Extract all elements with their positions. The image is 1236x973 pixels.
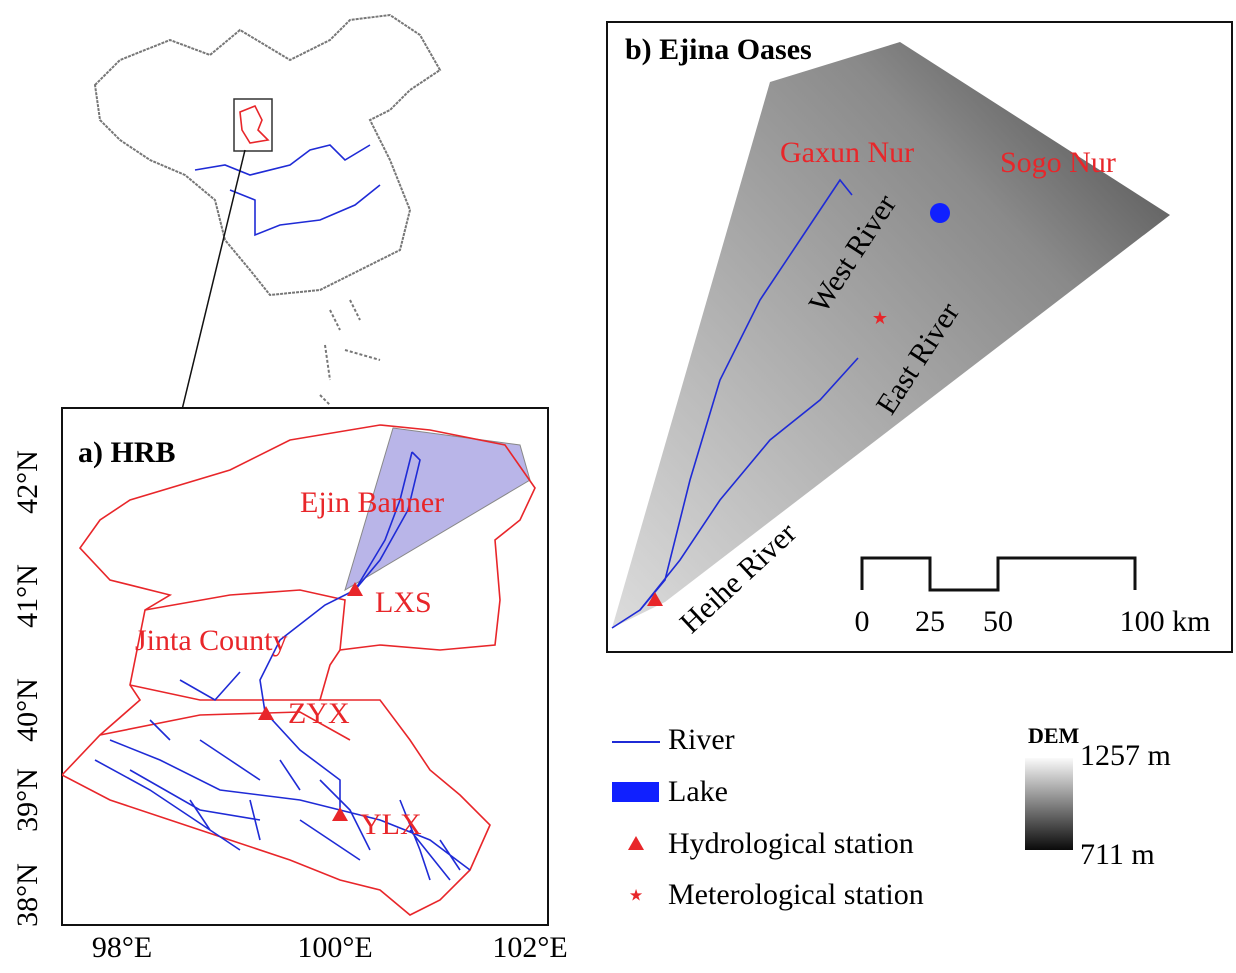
legend-item: Lake — [668, 775, 728, 808]
legend-item: Hydrological station — [668, 827, 914, 860]
station-label: LXS — [375, 586, 432, 619]
x-tick-label: 98°E — [92, 931, 152, 964]
y-tick-label: 38°N — [11, 863, 44, 927]
scale-label: 100 km — [1120, 605, 1211, 638]
legend: ★ River Lake Hydrological station Metero… — [612, 723, 1171, 911]
svg-text:★: ★ — [629, 888, 643, 905]
y-tick-label: 41°N — [11, 564, 44, 628]
dem-title: DEM — [1028, 723, 1080, 748]
panel-title: a) HRB — [78, 436, 176, 469]
lake-label: Sogo Nur — [1000, 146, 1116, 179]
panel-title: b) Ejina Oases — [625, 33, 812, 66]
region-label: Ejin Banner — [300, 486, 444, 519]
legend-item: Meterological station — [668, 878, 924, 911]
y-tick-label: 40°N — [11, 678, 44, 742]
svg-text:★: ★ — [872, 308, 888, 328]
dem-min: 711 m — [1080, 838, 1155, 871]
panel-a: a) HRB Ejin Banner Jinta County LXS ZYX … — [11, 408, 568, 964]
scale-label: 25 — [915, 605, 945, 638]
y-tick-label: 39°N — [11, 768, 44, 832]
figure: a) HRB Ejin Banner Jinta County LXS ZYX … — [0, 0, 1236, 973]
station-label: ZYX — [288, 697, 350, 730]
scale-label: 50 — [983, 605, 1013, 638]
x-tick-label: 102°E — [492, 931, 567, 964]
china-inset — [95, 15, 440, 418]
region-label: Jinta County — [135, 624, 288, 657]
dem-max: 1257 m — [1080, 739, 1171, 772]
legend-item: River — [668, 723, 735, 756]
y-tick-label: 42°N — [11, 450, 44, 514]
lake-label: Gaxun Nur — [780, 136, 914, 169]
panel-b: ★ b) Ejina Oases Gaxun Nur Sogo Nur West… — [607, 22, 1232, 652]
station-label: YLX — [360, 808, 422, 841]
x-tick-label: 100°E — [297, 931, 372, 964]
scale-label: 0 — [855, 605, 870, 638]
